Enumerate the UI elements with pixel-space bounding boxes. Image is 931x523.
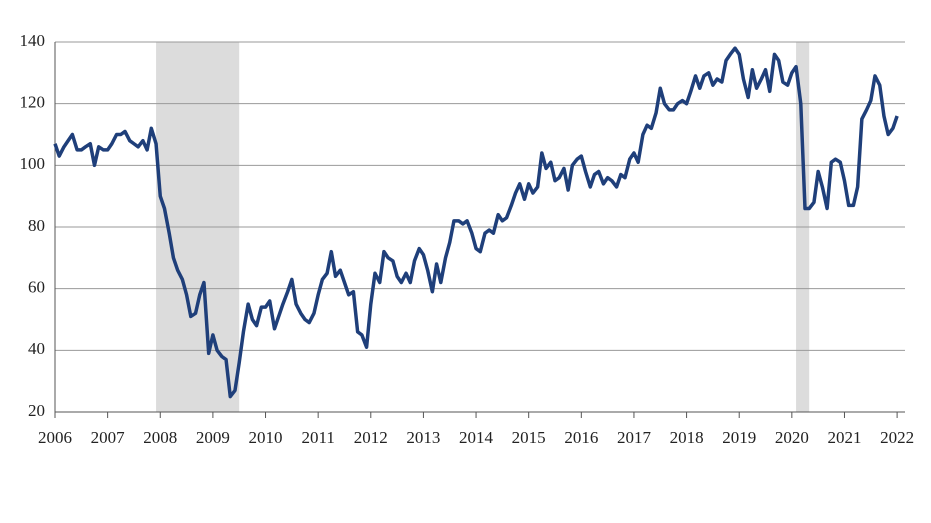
x-tick-label: 2011 [301, 428, 334, 447]
y-tick-label: 40 [28, 339, 45, 358]
x-tick-label: 2009 [196, 428, 230, 447]
x-tick-label: 2013 [406, 428, 440, 447]
x-tick-label: 2006 [38, 428, 72, 447]
y-tick-label: 20 [28, 401, 45, 420]
x-tick-label: 2015 [512, 428, 546, 447]
x-tick-label: 2012 [354, 428, 388, 447]
y-tick-label: 120 [20, 93, 46, 112]
x-tick-label: 2020 [775, 428, 809, 447]
y-tick-label: 140 [20, 31, 46, 50]
x-tick-label: 2021 [827, 428, 861, 447]
x-tick-label: 2017 [617, 428, 652, 447]
x-tick-label: 2010 [249, 428, 283, 447]
x-tick-label: 2007 [91, 428, 126, 447]
x-tick-label: 2008 [143, 428, 177, 447]
data-line [53, 46, 899, 399]
y-tick-label: 100 [20, 154, 46, 173]
y-tick-label: 60 [28, 278, 45, 297]
y-tick-label: 80 [28, 216, 45, 235]
x-tick-label: 2014 [459, 428, 494, 447]
x-tick-label: 2022 [880, 428, 914, 447]
x-tick-label: 2018 [670, 428, 704, 447]
x-tick-label: 2019 [722, 428, 756, 447]
x-tick-label: 2016 [564, 428, 598, 447]
